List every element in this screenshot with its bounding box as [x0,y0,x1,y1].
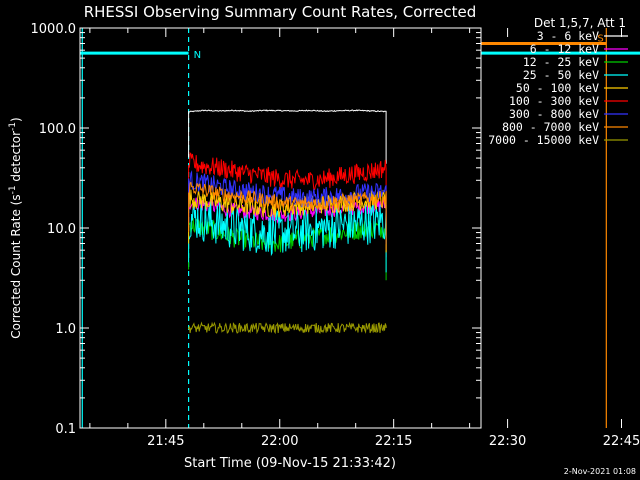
series-line [188,109,387,164]
series-line [188,200,387,273]
y-axis-label-main: Corrected Count Rate (s [9,194,23,338]
y-axis-label-close: ) [9,117,23,122]
x-tick-label: 22:00 [261,434,298,449]
y-tick-label: 100.0 [39,122,76,137]
legend-label: 3 - 6 keV [537,29,599,43]
x-axis-label: Start Time (09-Nov-15 21:33:42) [184,456,396,471]
footer-timestamp: 2-Nov-2021 01:08 [564,467,636,476]
y-axis-label-exponent-1: -1 [8,185,18,194]
y-tick-label: 0.1 [55,422,76,437]
plot-area: NS [80,28,640,428]
legend-label: 100 - 300 keV [509,94,599,108]
y-tick-label: 1.0 [55,322,76,337]
legend-label: 12 - 25 keV [523,55,599,69]
legend-label: 800 - 7000 keV [502,120,599,134]
x-tick-label: 22:45 [603,434,640,449]
legend-label: 6 - 12 keV [530,42,599,56]
y-axis-label-detector: detector [9,131,23,186]
legend-label: 7000 - 15000 keV [488,133,599,147]
y-tick-label: 1000.0 [31,22,77,37]
series-line [188,218,387,281]
x-tick-label: 22:15 [375,434,412,449]
legend-label: 50 - 100 keV [516,81,599,95]
series-line [188,181,387,251]
y-axis-label: Corrected Count Rate (s-1 detector-1) [8,117,23,338]
series-line [188,152,387,221]
x-tick-label: 21:45 [147,434,184,449]
series-line [188,321,387,335]
legend-title: Det 1,5,7, Att 1 [534,16,626,30]
chart-title: RHESSI Observing Summary Count Rates, Co… [84,3,477,21]
y-axis-label-exponent-2: -1 [8,122,18,131]
legend-label: 300 - 800 keV [509,107,599,121]
flag-label: S [597,33,603,44]
y-tick-label: 10.0 [47,222,76,237]
legend-label: 25 - 50 keV [523,68,599,82]
x-tick-label: 22:30 [489,434,526,449]
flag-label: N [194,50,201,61]
y-axis: 0.1 1.0 10.0 100.0 1000.0 [31,22,481,437]
